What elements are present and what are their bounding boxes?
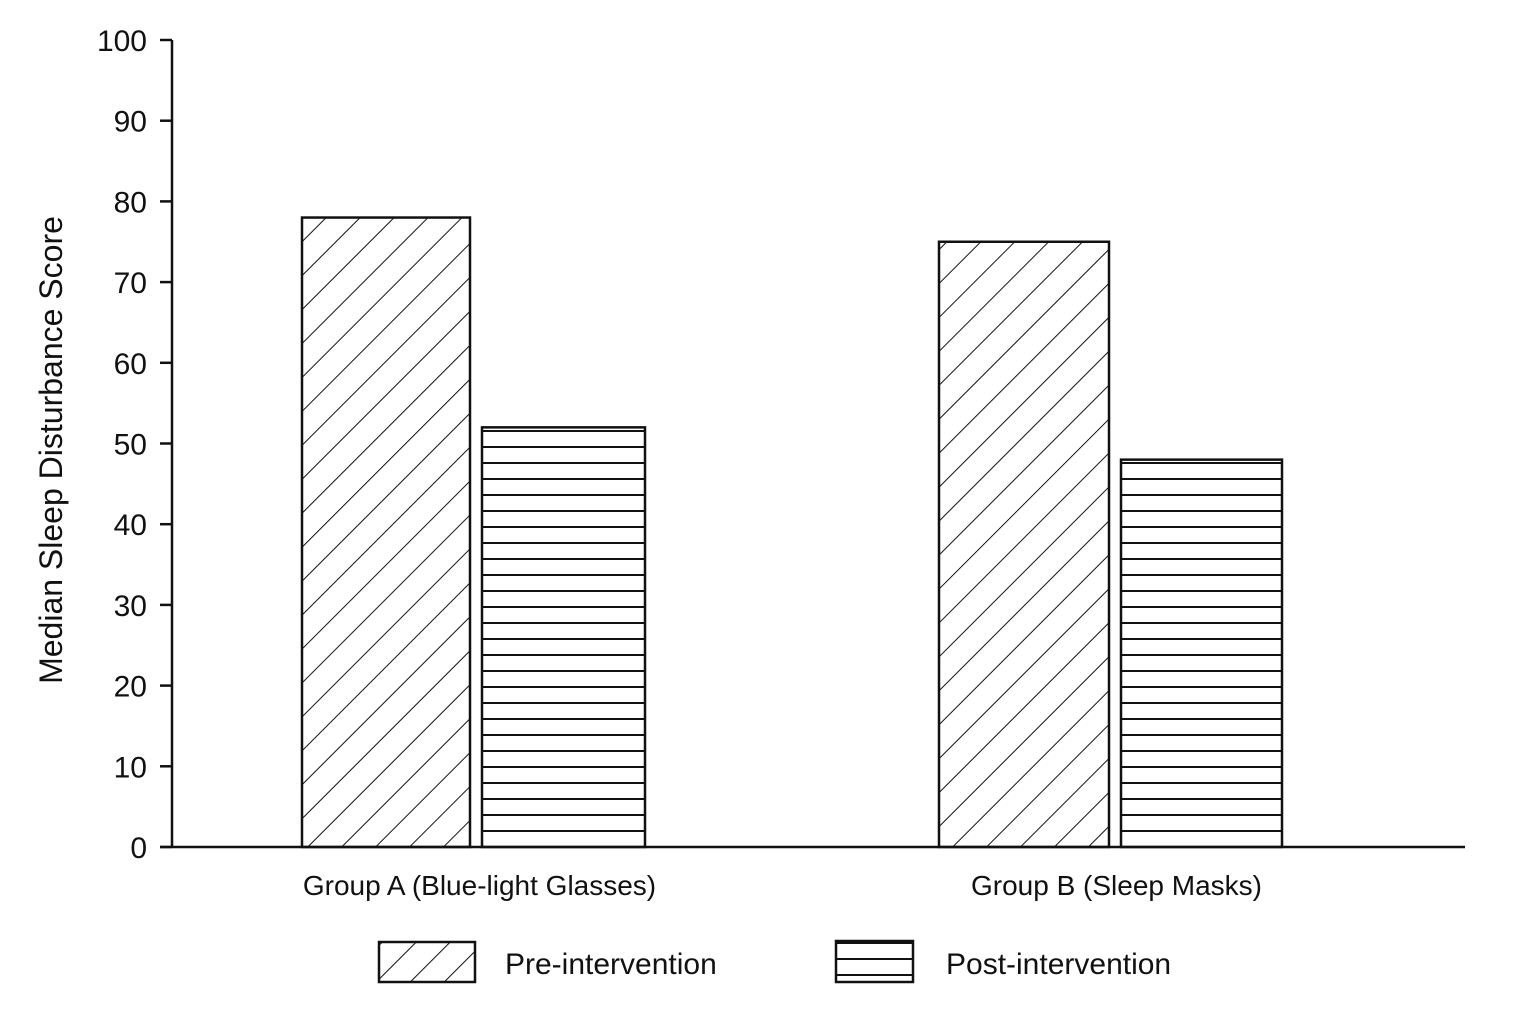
bar-pre-group-b <box>937 240 1111 849</box>
y-tick-label: 70 <box>114 267 147 300</box>
x-category-label: Group B (Sleep Masks) <box>971 870 1262 901</box>
legend-swatch-post <box>834 939 915 984</box>
legend-item-pre: Pre-intervention <box>377 940 717 984</box>
legend-item-post: Post-intervention <box>834 939 1171 984</box>
x-axis-labels: Group A (Blue-light Glasses) Group B (Sle… <box>303 870 1262 901</box>
y-tick-label: 20 <box>114 671 147 704</box>
y-tick-label: 60 <box>114 348 147 381</box>
legend: Pre-intervention Post-intervention <box>377 939 1171 984</box>
legend-label-pre: Pre-intervention <box>505 948 717 981</box>
legend-swatch-pre <box>377 940 477 984</box>
bars <box>300 216 1284 849</box>
y-tick-label: 90 <box>114 106 147 139</box>
x-category-label: Group A (Blue-light Glasses) <box>303 870 656 901</box>
y-axis-label: Median Sleep Disturbance Score <box>33 216 69 684</box>
bar-post-group-b <box>1119 458 1284 849</box>
bar-pre-group-a <box>300 216 472 849</box>
y-tick-label: 0 <box>130 832 147 865</box>
y-tick-label: 80 <box>114 186 147 219</box>
y-tick-label: 40 <box>114 509 147 542</box>
y-tick-label: 30 <box>114 590 147 623</box>
legend-label-post: Post-intervention <box>946 948 1171 981</box>
y-tick-label: 50 <box>114 429 147 462</box>
y-axis-ticks: 0 10 20 30 40 50 60 70 80 90 100 <box>97 25 172 865</box>
bar-post-group-a <box>480 426 647 849</box>
y-tick-label: 100 <box>97 25 147 58</box>
y-tick-label: 10 <box>114 751 147 784</box>
